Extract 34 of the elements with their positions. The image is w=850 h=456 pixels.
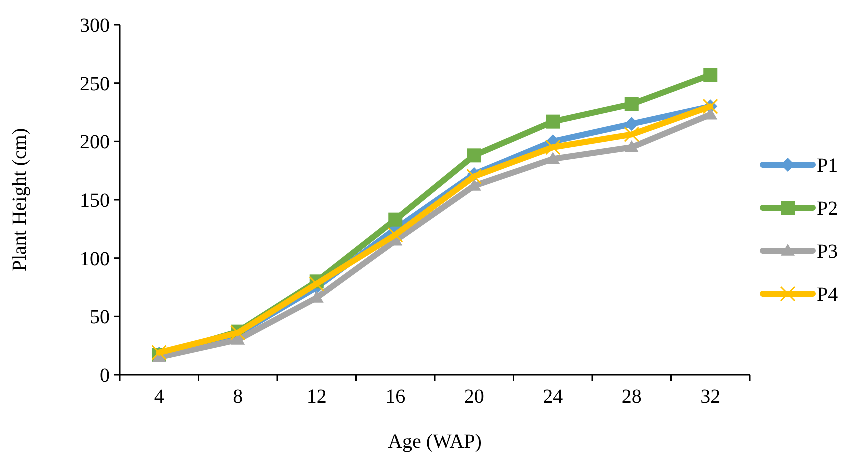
x-tick-label: 20 <box>464 386 484 408</box>
legend-label: P2 <box>817 198 838 220</box>
legend-label: P1 <box>817 155 838 177</box>
legend-label: P3 <box>817 241 838 263</box>
point <box>624 140 639 152</box>
x-tick-label: 12 <box>306 386 327 408</box>
y-tick-label: 250 <box>80 73 110 96</box>
point <box>466 168 482 184</box>
point <box>546 152 560 164</box>
x-tick-label: 16 <box>386 386 406 408</box>
legend-label: P4 <box>817 284 838 306</box>
y-tick-label: 0 <box>100 365 110 387</box>
point <box>467 148 482 163</box>
y-tick-label: 300 <box>80 15 110 37</box>
x-tick-label: 24 <box>543 386 564 408</box>
y-tick-label: 200 <box>80 132 110 154</box>
point <box>704 68 718 82</box>
point <box>388 212 403 227</box>
point <box>624 97 639 112</box>
point <box>545 140 561 156</box>
point <box>388 227 404 243</box>
x-tick-label: 4 <box>154 386 164 408</box>
point <box>309 276 325 292</box>
point <box>624 117 639 132</box>
point <box>624 126 640 142</box>
x-axis-title: Age (WAP) <box>388 431 482 453</box>
y-tick-label: 100 <box>80 248 110 270</box>
y-axis-title: Plant Height (cm) <box>9 128 31 272</box>
x-tick-label: 32 <box>700 386 721 408</box>
x-tick-label: 8 <box>233 386 244 408</box>
y-tick-label: 150 <box>80 190 110 212</box>
point <box>546 114 560 129</box>
y-tick-label: 50 <box>90 306 110 329</box>
x-tick-label: 28 <box>622 386 642 408</box>
